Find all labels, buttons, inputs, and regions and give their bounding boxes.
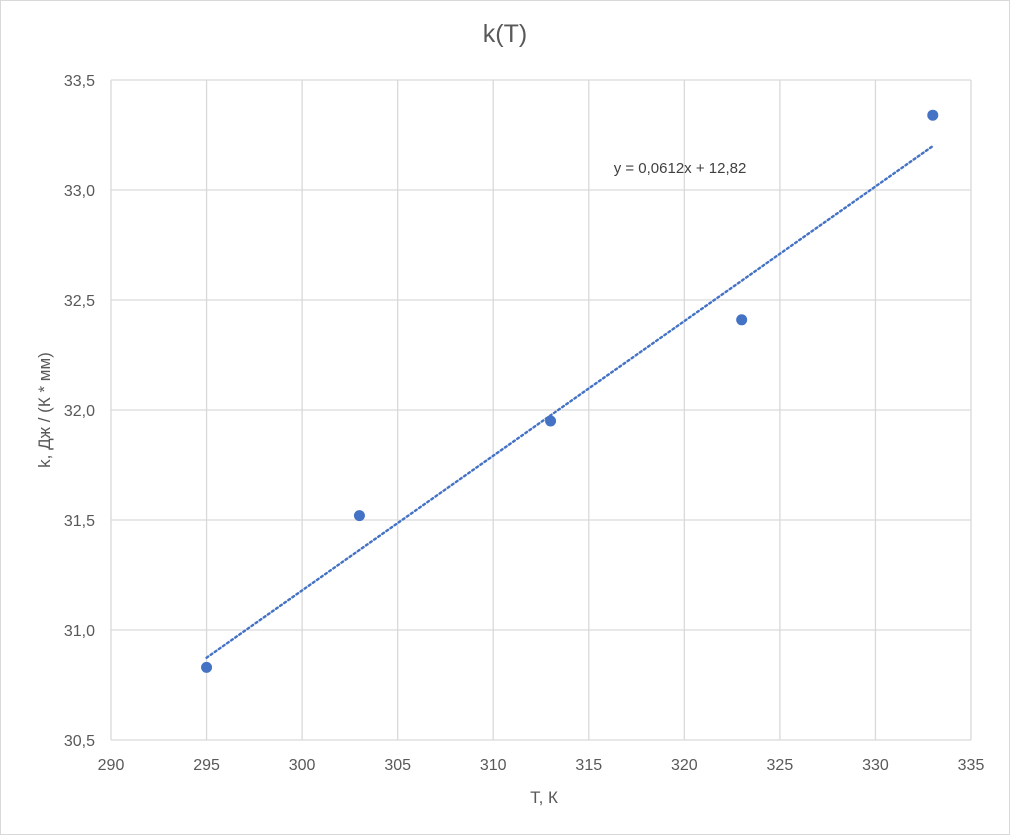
trendline-layer (205, 144, 934, 659)
trendline-equation: y = 0,0612x + 12,82 (614, 160, 747, 177)
data-point (201, 661, 213, 673)
y-axis-title: k, Дж / (К * мм) (35, 352, 54, 468)
x-tick-label: 310 (480, 757, 507, 774)
trendline (205, 144, 934, 659)
x-tick-label: 300 (289, 757, 316, 774)
data-point (545, 415, 557, 427)
tick-labels: 290 295 300 305 310 315 320 325 330 335 30,5 31,0 31… (64, 73, 985, 774)
y-tick-label: 33,5 (64, 73, 95, 90)
chart-title: k(T) (482, 20, 528, 48)
x-tick-label: 325 (767, 757, 794, 774)
x-tick-label: 315 (575, 757, 602, 774)
y-tick-label: 30,5 (64, 733, 95, 750)
y-tick-label: 31,0 (64, 623, 95, 640)
data-point (736, 314, 748, 326)
y-tick-label: 32,0 (64, 403, 95, 420)
y-tick-label: 32,5 (64, 293, 95, 310)
x-tick-label: 330 (862, 757, 889, 774)
x-tick-label: 295 (193, 757, 220, 774)
x-tick-label: 290 (98, 757, 125, 774)
x-axis-title: T, К (530, 788, 558, 807)
grid (110, 79, 972, 741)
data-points (201, 109, 939, 673)
data-point (927, 109, 939, 121)
x-tick-label: 305 (384, 757, 411, 774)
x-tick-label: 320 (671, 757, 698, 774)
data-point (353, 510, 365, 522)
x-tick-label: 335 (958, 757, 985, 774)
y-tick-label: 31,5 (64, 513, 95, 530)
y-tick-label: 33,0 (64, 183, 95, 200)
